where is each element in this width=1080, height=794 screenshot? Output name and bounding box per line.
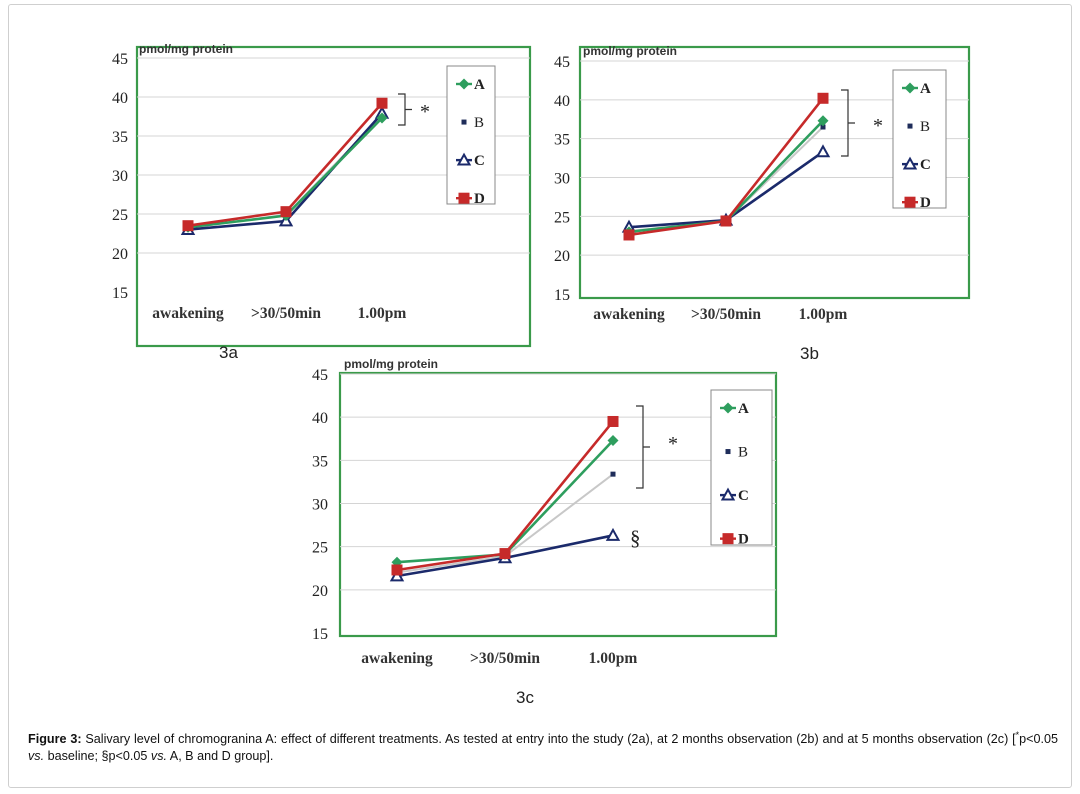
caption-vs1: vs. bbox=[28, 749, 45, 764]
caption-star: * bbox=[1015, 730, 1020, 740]
figure-caption: Figure 3: Salivary level of chromogranin… bbox=[28, 727, 1058, 765]
caption-part2: p<0.05 bbox=[1019, 732, 1059, 747]
figure-frame bbox=[8, 4, 1072, 788]
caption-part4: A, B and D group]. bbox=[166, 749, 274, 764]
panel-label-3a: 3a bbox=[219, 343, 238, 362]
caption-vs2: vs. bbox=[150, 749, 167, 764]
panel-label-3b: 3b bbox=[800, 344, 819, 363]
caption-part1: Salivary level of chromogranina A: effec… bbox=[81, 732, 1016, 747]
caption-part3: baseline; §p<0.05 bbox=[44, 749, 151, 764]
caption-prefix: Figure 3: bbox=[28, 732, 82, 747]
panel-label-3c: 3c bbox=[516, 688, 534, 707]
